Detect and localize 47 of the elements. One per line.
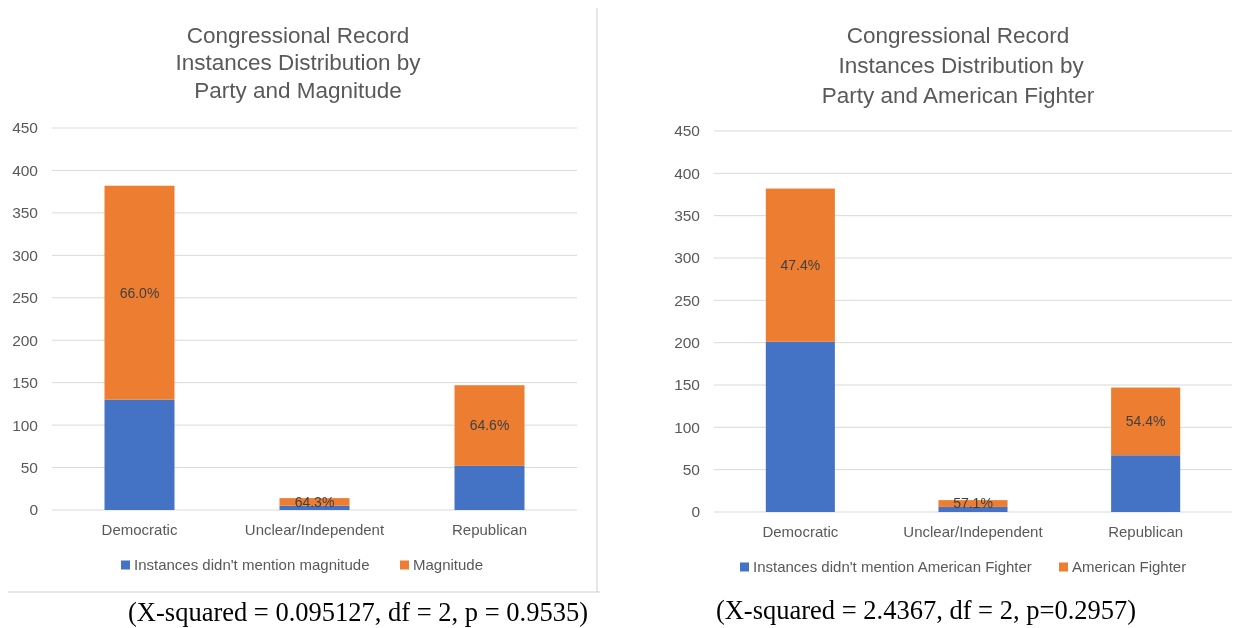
bar [765,188,835,342]
x-tick-label: Republican [1108,523,1184,540]
legend-label: Magnitude [413,556,484,574]
text: (X-squared = 2.4367, df = 2, p=0.2957) [715,595,1137,625]
legend-label: Instances didn't mention American Fighter [753,558,1032,576]
y-tick-label: 300 [674,249,701,267]
x-tick-label: Democratic [762,523,839,540]
x-tick-label: Republican [451,521,528,538]
x-tick-label: Democratic [101,521,178,538]
annotation: 54.4% [1125,413,1166,430]
y-tick-label: 250 [12,289,39,307]
y-tick-label: 100 [12,416,39,434]
bar [104,185,175,400]
annotation: 64.3% [294,493,335,510]
x-tick-label: Unclear/Independent [903,523,1044,540]
bar [765,341,835,512]
y-tick-label: 350 [12,204,39,222]
y-tick-label: 350 [674,207,701,225]
y-tick-label: 0 [29,501,39,519]
y-tick-label: 450 [12,119,39,137]
annotation: 66.0% [119,284,160,301]
bar [1111,387,1181,456]
y-tick-label: 50 [682,461,701,479]
legend-label: Instances didn't mention magnitude [134,556,370,574]
y-tick-label: 100 [674,418,701,436]
y-tick-label: 400 [12,161,39,179]
y-tick-label: 50 [20,458,39,476]
bar [454,465,525,510]
y-tick-label: 150 [674,376,701,394]
y-tick-label: 200 [674,334,701,352]
y-tick-label: 400 [674,164,701,182]
legend-label: American Fighter [1072,558,1187,576]
y-tick-label: 450 [674,122,701,140]
chart-title: Congressional Record Instances Distribution by Party and American Fighter [821,23,1095,108]
bar [454,385,525,466]
bar [1111,455,1181,512]
y-tick-label: 200 [12,331,39,349]
chart-title: Congressional Record Instances Distribution by Party and Magnitude [175,23,422,103]
x-tick-label: Unclear/Independent [244,521,385,538]
y-tick-label: 150 [12,374,39,392]
bar [104,399,175,510]
y-tick-label: 300 [12,246,39,264]
text: (X-squared = 0.095127, df = 2, p = 0.9535) [128,597,588,627]
annotation: 47.4% [780,257,821,274]
y-tick-label: 250 [674,291,701,309]
annotation: 64.6% [469,417,510,434]
y-tick-label: 0 [691,503,701,521]
